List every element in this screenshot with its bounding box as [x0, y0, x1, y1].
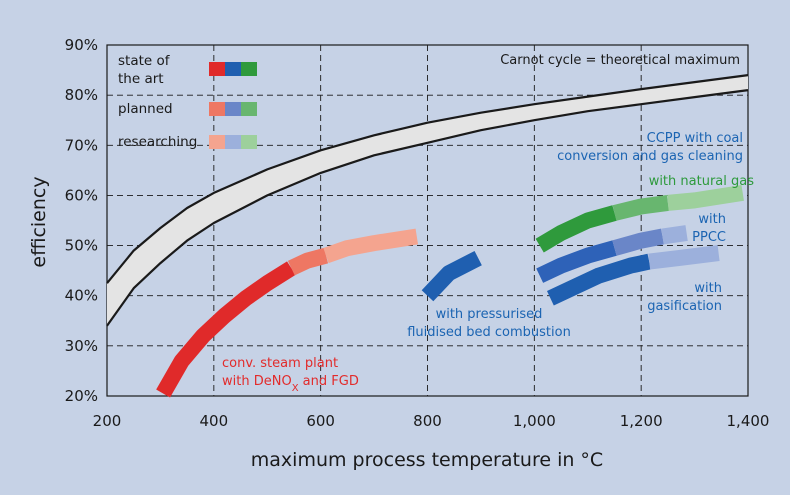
technology-label: with: [694, 281, 722, 296]
legend-swatch: [241, 102, 257, 116]
technology-1-stage-0: [421, 250, 482, 302]
y-tick-label: 90%: [65, 36, 98, 54]
legend-label: state of: [118, 53, 171, 69]
carnot-lower-curve: [106, 89, 749, 327]
y-tick-labels: 20% 30% 40% 50% 60% 70% 80% 90%: [65, 36, 98, 405]
technology-label: with natural gas: [649, 174, 755, 189]
subscript: X: [292, 383, 299, 394]
technology-label: CCPP with coal: [647, 131, 743, 146]
technology-0-stage-2: [323, 228, 419, 264]
technology-3-stage-1: [612, 194, 669, 221]
x-tick-label: 1,200: [620, 412, 663, 430]
y-tick-label: 60%: [65, 186, 98, 204]
legend-swatch: [241, 62, 257, 76]
x-tick-label: 1,400: [727, 412, 770, 430]
legend-swatch: [225, 135, 241, 149]
carnot-band: [106, 74, 749, 327]
technology-label: gasification: [647, 299, 722, 314]
y-tick-label: 70%: [65, 136, 98, 154]
technology-3-stage-2: [667, 184, 744, 211]
legend-label: planned: [118, 101, 173, 117]
technology-label: PPCC: [692, 230, 726, 245]
technology-0-stage-0: [156, 261, 296, 398]
technology-label: conv. steam plant: [222, 356, 338, 371]
carnot-upper-curve: [106, 74, 749, 284]
technology-label: fluidised bed combustion: [407, 325, 571, 340]
y-tick-label: 30%: [65, 337, 98, 355]
carnot-label: Carnot cycle = theoretical maximum: [500, 53, 740, 68]
technology-label: with DeNOX and FGD: [222, 374, 359, 394]
technology-4-stage-2: [661, 225, 688, 245]
y-tick-label: 40%: [65, 287, 98, 305]
x-tick-label: 800: [413, 412, 442, 430]
technology-3-stage-0: [535, 205, 617, 253]
y-axis-label: efficiency: [28, 176, 50, 267]
technology-label: with pressurised: [436, 307, 543, 322]
legend-swatch: [209, 102, 225, 116]
technology-4-stage-0: [536, 240, 617, 283]
y-tick-label: 20%: [65, 387, 98, 405]
legend: state of the art planned researching: [118, 53, 257, 150]
x-tick-label: 200: [93, 412, 122, 430]
legend-swatch: [209, 62, 225, 76]
x-tick-label: 1,000: [513, 412, 556, 430]
technology-5-stage-1: [648, 245, 720, 270]
legend-swatch: [209, 135, 225, 149]
technology-label: conversion and gas cleaning: [557, 149, 743, 164]
technology-0-stage-1: [287, 247, 329, 276]
legend-label: the art: [118, 71, 164, 87]
legend-swatch: [225, 102, 241, 116]
x-axis-label: maximum process temperature in °C: [251, 449, 603, 471]
y-tick-label: 50%: [65, 237, 98, 255]
technology-5-stage-0: [547, 253, 651, 306]
technology-label: with: [698, 212, 726, 227]
legend-label: researching: [118, 134, 197, 150]
technology-series: [156, 184, 744, 398]
technology-4-stage-1: [612, 228, 665, 256]
technology-labels: conv. steam plant with DeNOX and FGD with …: [222, 131, 754, 394]
x-tick-label: 600: [306, 412, 335, 430]
y-tick-label: 80%: [65, 86, 98, 104]
x-tick-labels: 200 400 600 800 1,000 1,200 1,400: [93, 412, 770, 430]
x-tick-label: 400: [200, 412, 229, 430]
legend-swatch: [241, 135, 257, 149]
legend-swatch: [225, 62, 241, 76]
carnot-band-fill: [107, 75, 748, 326]
